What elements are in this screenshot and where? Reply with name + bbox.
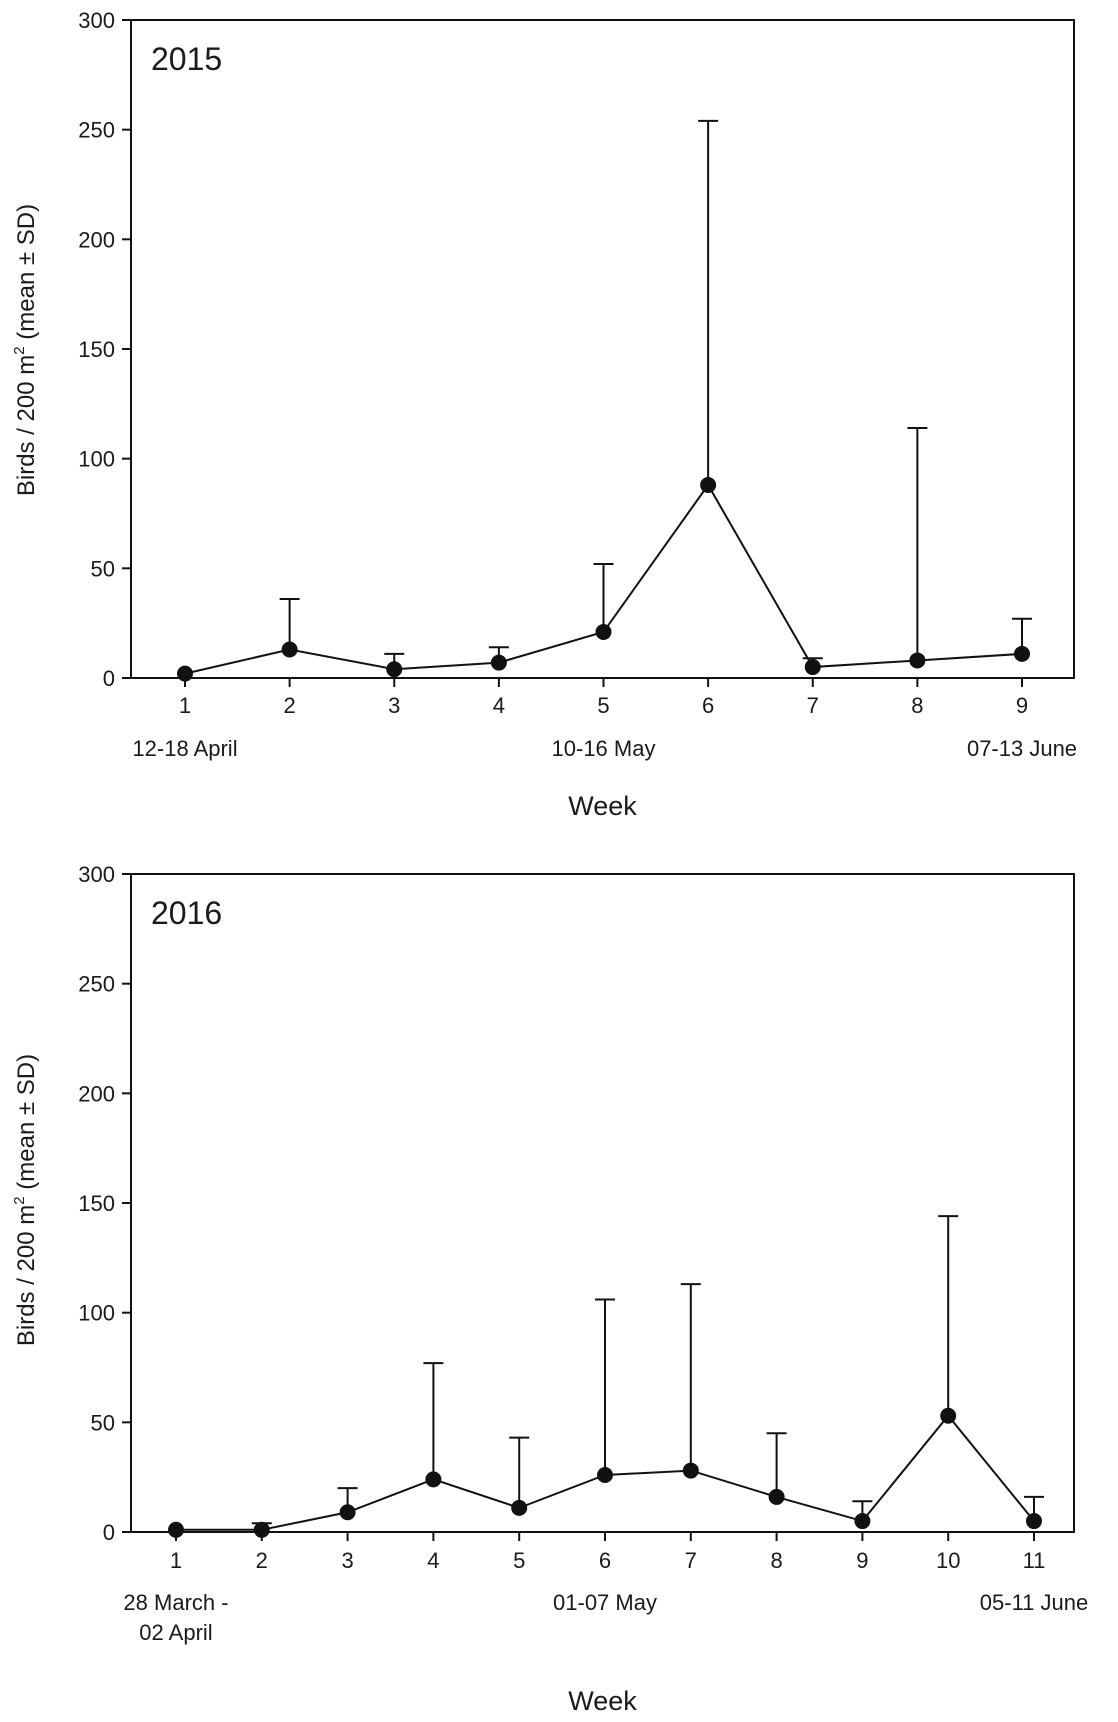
y-tick-label: 300 xyxy=(78,862,115,887)
y-tick-label: 0 xyxy=(103,1520,115,1545)
date-label: 01-07 May xyxy=(553,1590,657,1615)
data-point xyxy=(804,659,821,676)
x-tick-label: 1 xyxy=(179,693,191,718)
date-label: 28 March - xyxy=(123,1590,228,1615)
y-axis-title-superscript: 2 xyxy=(11,346,28,354)
date-label: 10-16 May xyxy=(552,736,656,761)
x-tick-label: 3 xyxy=(341,1548,353,1573)
x-tick-label: 2 xyxy=(256,1548,268,1573)
data-point xyxy=(425,1471,442,1488)
data-point xyxy=(700,476,717,493)
x-axis-title: Week xyxy=(568,791,637,821)
y-tick-label: 50 xyxy=(91,556,115,581)
y-tick-label: 0 xyxy=(103,666,115,691)
data-point xyxy=(177,665,193,682)
date-label: 05-11 June xyxy=(980,1590,1088,1615)
x-axis-title: Week xyxy=(568,1686,637,1716)
data-point xyxy=(682,1462,699,1479)
x-tick-label: 5 xyxy=(597,693,609,718)
x-tick-label: 4 xyxy=(427,1548,439,1573)
date-label: 12-18 April xyxy=(132,736,237,761)
x-tick-label: 3 xyxy=(388,693,400,718)
data-point xyxy=(339,1504,356,1521)
x-tick-label: 11 xyxy=(1023,1548,1046,1573)
x-tick-label: 5 xyxy=(513,1548,525,1573)
data-point xyxy=(511,1499,528,1516)
y-axis-title-main: Birds / 200 m xyxy=(13,355,40,496)
chart-panel-2015: 0 50 100 150 200 250 300 1 2 3 4 5 6 7 8 9 12-18 April 10… xyxy=(11,8,1077,821)
x-tick-label: 9 xyxy=(1016,693,1028,718)
x-tick-label: 10 xyxy=(936,1548,960,1573)
data-point xyxy=(253,1521,270,1538)
x-tick-label: 1 xyxy=(170,1548,182,1573)
x-tick-label: 4 xyxy=(493,693,505,718)
x-tick-label: 8 xyxy=(911,693,923,718)
date-label: 07-13 June xyxy=(967,736,1077,761)
data-point xyxy=(854,1513,871,1530)
y-tick-label: 100 xyxy=(78,447,115,472)
y-axis-title-main: Birds / 200 m xyxy=(13,1205,40,1346)
chart-panel-2016: 0 50 100 150 200 250 300 1 2 3 4 5 6 7 8 9 10 11 28 March … xyxy=(11,862,1088,1716)
y-tick-label: 250 xyxy=(78,972,115,997)
data-point xyxy=(1014,645,1030,662)
y-axis-title: Birds / 200 m2 (mean ± SD) xyxy=(11,204,40,496)
y-tick-label: 250 xyxy=(78,118,115,143)
data-point xyxy=(490,654,507,671)
x-tick-label: 9 xyxy=(856,1548,868,1573)
data-point xyxy=(597,1466,613,1483)
x-tick-label: 7 xyxy=(807,693,819,718)
data-point xyxy=(595,623,612,640)
panel-year-label: 2015 xyxy=(151,41,222,77)
y-axis-title-tail: (mean ± SD) xyxy=(13,204,40,347)
data-point xyxy=(1026,1513,1042,1530)
y-axis-title-tail: (mean ± SD) xyxy=(13,1054,40,1197)
data-point xyxy=(909,652,926,669)
y-axis-title-superscript: 2 xyxy=(11,1196,28,1204)
date-label: 02 April xyxy=(139,1620,212,1645)
y-axis-title: Birds / 200 m2 (mean ± SD) xyxy=(11,1054,40,1346)
plot-frame xyxy=(130,873,1075,1533)
data-point xyxy=(281,641,298,658)
panel-year-label: 2016 xyxy=(151,895,222,931)
x-tick-label: 2 xyxy=(284,693,296,718)
y-tick-label: 150 xyxy=(78,1191,115,1216)
data-point xyxy=(386,661,403,678)
x-tick-label: 6 xyxy=(599,1548,611,1573)
data-point xyxy=(940,1407,957,1424)
y-tick-label: 100 xyxy=(78,1301,115,1326)
y-tick-label: 300 xyxy=(78,8,115,33)
data-point xyxy=(168,1521,184,1538)
y-tick-label: 200 xyxy=(78,227,115,252)
y-tick-label: 50 xyxy=(91,1410,115,1435)
y-tick-label: 150 xyxy=(78,337,115,362)
x-tick-label: 8 xyxy=(770,1548,782,1573)
x-tick-label: 7 xyxy=(685,1548,697,1573)
y-tick-label: 200 xyxy=(78,1081,115,1106)
data-point xyxy=(768,1488,785,1505)
x-tick-label: 6 xyxy=(702,693,714,718)
